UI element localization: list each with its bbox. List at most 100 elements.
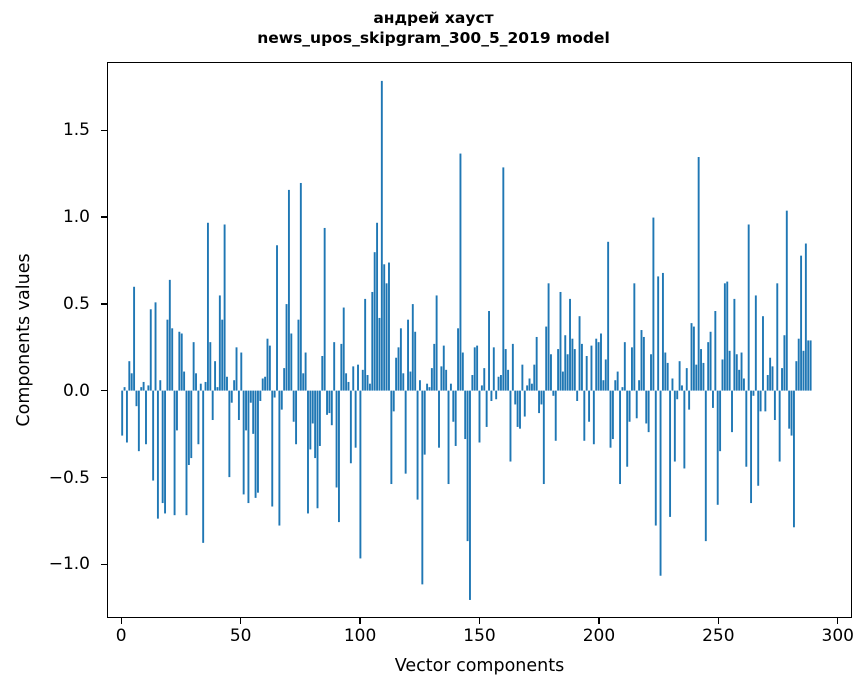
- bar: [352, 366, 355, 391]
- bar: [435, 295, 438, 391]
- bar: [561, 371, 564, 391]
- bar: [597, 342, 600, 391]
- bar: [469, 390, 471, 600]
- bar: [140, 387, 143, 391]
- bar: [366, 375, 369, 391]
- bar: [700, 349, 702, 391]
- bar: [804, 243, 807, 391]
- bar: [357, 364, 359, 391]
- bar: [459, 153, 462, 391]
- bar: [228, 390, 231, 478]
- bar: [402, 373, 405, 391]
- bar: [440, 366, 443, 391]
- bar-series-canvas: [121, 80, 812, 600]
- bar: [292, 390, 295, 422]
- bar: [271, 390, 274, 507]
- bar: [688, 390, 691, 410]
- bar: [449, 383, 452, 391]
- bar: [719, 390, 722, 452]
- bar: [595, 338, 598, 391]
- bar: [423, 390, 426, 455]
- bar: [685, 368, 688, 391]
- bar: [345, 373, 348, 391]
- bar: [712, 390, 714, 408]
- bar: [650, 354, 652, 391]
- bar: [692, 326, 695, 391]
- bar: [278, 390, 281, 526]
- bar: [285, 304, 288, 391]
- bar: [738, 369, 741, 391]
- bar: [485, 390, 488, 427]
- bar: [452, 390, 455, 422]
- bar: [133, 286, 136, 391]
- bar: [516, 390, 519, 427]
- bar: [590, 345, 593, 391]
- bar: [721, 359, 724, 391]
- bar: [592, 390, 595, 445]
- bar: [342, 307, 345, 391]
- bar: [671, 378, 674, 391]
- bar: [235, 347, 238, 391]
- y-axis-ticks: −1.0 −0.5 0.0 0.5 1.0 1.5: [0, 0, 107, 696]
- bar: [614, 380, 617, 391]
- bar: [261, 378, 264, 391]
- bar: [457, 328, 460, 391]
- bar: [418, 380, 421, 391]
- y-tick-mark: [101, 303, 107, 305]
- bar: [168, 279, 171, 391]
- bar: [499, 375, 502, 391]
- bar: [407, 319, 409, 391]
- bar: [149, 309, 152, 391]
- bar: [588, 390, 591, 422]
- bar: [611, 390, 614, 440]
- bar: [521, 364, 524, 391]
- bar: [368, 383, 371, 391]
- chart-title: андрей хауст news_upos_skipgram_300_5_20…: [0, 8, 867, 48]
- bar: [773, 390, 776, 421]
- bar: [492, 347, 495, 391]
- bar: [507, 369, 510, 391]
- bar: [142, 381, 145, 391]
- bar: [218, 295, 221, 391]
- bar: [600, 333, 602, 391]
- bar: [338, 390, 340, 523]
- bar: [633, 283, 636, 391]
- bar: [583, 390, 586, 441]
- bar: [295, 390, 298, 445]
- y-tick-label: 0.0: [62, 380, 90, 401]
- bar: [762, 316, 764, 391]
- bar: [550, 354, 552, 391]
- bar: [466, 390, 469, 542]
- bar: [769, 357, 772, 391]
- bar: [533, 364, 536, 391]
- bar: [252, 390, 255, 434]
- bar: [807, 340, 810, 391]
- bar: [421, 390, 424, 585]
- bar: [438, 390, 440, 448]
- bar: [604, 359, 607, 391]
- bar: [397, 347, 400, 391]
- bar: [602, 380, 605, 391]
- bar: [704, 390, 707, 542]
- bar: [242, 390, 245, 495]
- bar: [731, 390, 733, 433]
- bar: [476, 345, 479, 391]
- bar: [702, 362, 705, 391]
- bar: [642, 336, 645, 391]
- bar: [426, 383, 429, 391]
- x-axis-label: Vector components: [394, 656, 565, 676]
- bar: [428, 387, 431, 391]
- bar: [728, 350, 731, 391]
- bar: [137, 390, 140, 452]
- bar: [802, 350, 805, 391]
- bar: [497, 376, 500, 391]
- bar: [628, 390, 631, 422]
- bar: [792, 390, 795, 528]
- bar: [464, 390, 467, 440]
- bar-group: [121, 80, 812, 600]
- y-tick-mark: [101, 476, 107, 479]
- bar: [673, 390, 676, 462]
- bar: [214, 361, 217, 391]
- chart-title-line-1: андрей хауст: [373, 9, 494, 27]
